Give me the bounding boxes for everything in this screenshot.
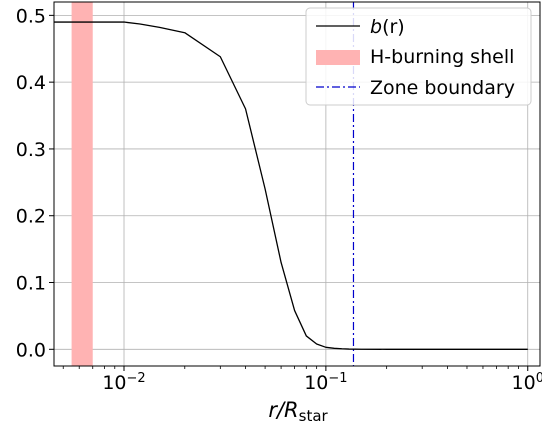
plot-frame [53, 1, 541, 367]
series-layer [54, 21, 528, 350]
y-tick-label: 0.3 [16, 139, 46, 161]
y-tick-label: 0.4 [16, 72, 46, 94]
x-tick-label: 10−2 [102, 371, 145, 395]
legend-b-main: b [370, 16, 382, 38]
x-tick-label-exponent: −1 [328, 371, 347, 386]
x-tick-label-base: 10 [102, 372, 126, 394]
legend-label-shell: H-burning shell [370, 46, 514, 68]
legend-b-rest: (r) [382, 16, 405, 38]
grid-lines [54, 2, 540, 366]
legend: b(r) H-burning shell Zone boundary [305, 7, 532, 106]
x-axis-label: r/Rstar [268, 398, 328, 425]
x-axis-label-sub: star [299, 407, 329, 425]
y-tick-label: 0.5 [16, 5, 46, 27]
x-tick-label: 10−1 [304, 371, 347, 395]
legend-band-swatch [316, 50, 360, 65]
legend-label-zone: Zone boundary [370, 77, 515, 99]
series-line-b [54, 21, 528, 350]
y-tick-label: 0.2 [16, 206, 46, 228]
x-tick-label: 100 [512, 371, 542, 395]
x-tick-label-exponent: −2 [127, 371, 146, 386]
axis-ticks: 0.00.10.20.30.40.510−2 10−1 100 [16, 5, 542, 394]
h-burning-shell-band [71, 2, 93, 366]
x-axis-label-main: r/R [268, 398, 298, 422]
h-burning-shell-band-layer [71, 2, 93, 366]
y-tick-label: 0.0 [16, 339, 46, 361]
legend-box [305, 7, 532, 106]
legend-label-b: b(r) [370, 16, 405, 38]
x-tick-label-base: 10 [512, 372, 536, 394]
y-tick-label: 0.1 [16, 273, 46, 295]
x-tick-label-exponent: 0 [536, 371, 542, 386]
x-tick-label-base: 10 [304, 372, 328, 394]
